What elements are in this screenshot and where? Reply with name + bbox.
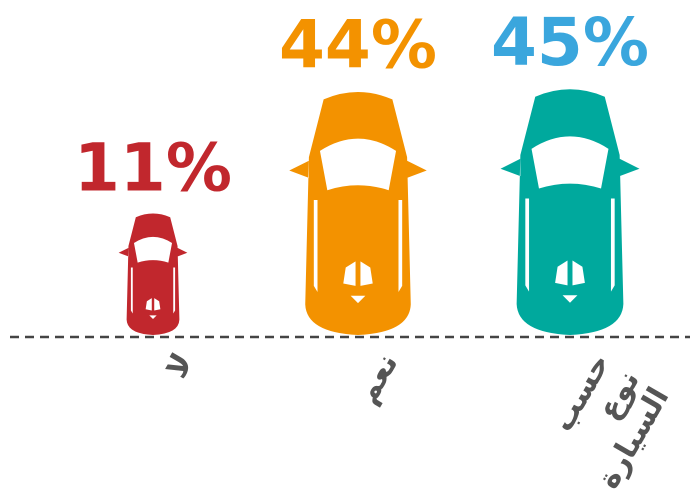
value-label: 45% xyxy=(491,4,649,81)
value-label: 44% xyxy=(279,7,437,84)
car-window xyxy=(130,236,176,320)
value-label: 11% xyxy=(74,129,232,206)
car xyxy=(118,213,188,335)
car-window xyxy=(313,138,403,304)
car xyxy=(289,92,427,335)
car-window xyxy=(525,136,615,303)
car xyxy=(500,89,640,335)
